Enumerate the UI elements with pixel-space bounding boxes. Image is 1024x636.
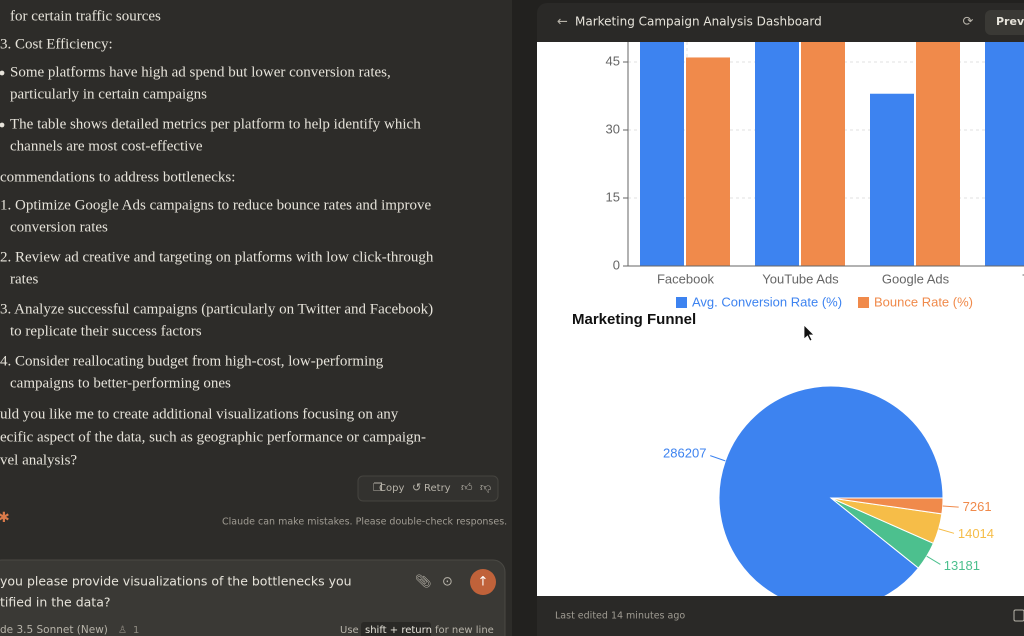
legend-label: Bounce Rate (%)	[874, 294, 973, 309]
bar	[985, 42, 1024, 267]
message-line: to replicate their success factors	[10, 323, 202, 339]
chat-panel	[0, 0, 512, 636]
cursor	[803, 324, 815, 342]
y-tick-label: 45	[606, 53, 620, 68]
leader-line	[938, 528, 955, 534]
thumbs-down[interactable]: 👎︎	[480, 481, 491, 494]
leader-line	[926, 555, 941, 565]
y-tick-label: 15	[606, 189, 620, 204]
copy-code-icon[interactable]	[1013, 609, 1024, 622]
hint: Use	[340, 625, 359, 636]
bar	[801, 42, 845, 266]
send-icon[interactable]: ↑	[478, 575, 489, 590]
user-icon: ♙	[118, 625, 127, 636]
retry-icon[interactable]: ↺	[412, 481, 421, 494]
bar	[916, 42, 960, 266]
message-line: for certain traffic sources	[10, 8, 161, 24]
data-label: 13181	[944, 558, 980, 573]
message-line: 3. Analyze successful campaigns (particu…	[0, 301, 433, 317]
send-button[interactable]	[470, 569, 496, 595]
input-text[interactable]: you please provide visualizations of the…	[0, 574, 352, 589]
key-badge	[361, 622, 431, 636]
x-tick-label: Facebook	[657, 271, 715, 286]
x-tick-label: Tw	[1022, 271, 1024, 286]
legend-swatch	[858, 297, 869, 308]
y-tick-label: 0	[613, 257, 620, 272]
copy-icon[interactable]: ❐	[373, 481, 383, 494]
x-tick-label: Google Ads	[882, 271, 950, 286]
y-tick-label: 30	[606, 121, 620, 136]
preview-toggle[interactable]	[985, 10, 1024, 35]
message-line: commendations to address bottlenecks:	[0, 169, 235, 185]
message-line: uld you like me to create additional vis…	[0, 406, 399, 422]
model-selector[interactable]: de 3.5 Sonnet (New)	[0, 624, 108, 636]
input-text[interactable]: tified in the data?	[0, 595, 111, 610]
back-button[interactable]: ←	[557, 15, 568, 30]
data-label: 14014	[958, 526, 994, 541]
message-line: 4. Consider reallocating budget from hig…	[0, 353, 384, 369]
message-line: 2. Review ad creative and targeting on p…	[0, 249, 434, 265]
legend-swatch	[676, 297, 687, 308]
count: 1	[133, 625, 139, 636]
data-label: 7261	[963, 499, 992, 514]
bullet	[0, 70, 5, 76]
message-line: particularly in certain campaigns	[10, 86, 207, 102]
hint-key: shift + return	[365, 625, 432, 636]
camera-icon[interactable]: ⊙	[442, 575, 453, 590]
preview-title: Marketing Campaign Analysis Dashboard	[575, 15, 822, 29]
leader-line	[942, 505, 959, 508]
bar	[686, 57, 730, 266]
pie-slice	[830, 497, 944, 515]
claude-logo: ✱	[0, 510, 10, 526]
message-line: campaigns to better-performing ones	[10, 375, 231, 391]
legend-label: Avg. Conversion Rate (%)	[692, 294, 842, 309]
bar	[755, 42, 799, 266]
disclaimer: Claude can make mistakes. Please double-…	[222, 517, 507, 528]
retry-button[interactable]: Retry	[424, 483, 451, 494]
bar	[640, 42, 684, 267]
message-line: vel analysis?	[0, 452, 77, 468]
preview-toggle-label[interactable]: Previ	[996, 15, 1024, 28]
refresh-button[interactable]: ⟳	[963, 15, 974, 30]
x-tick-label: YouTube Ads	[762, 271, 839, 286]
chart-title: Marketing Funnel	[572, 311, 696, 328]
message-line: Some platforms have high ad spend but lo…	[10, 64, 391, 80]
message-line: ecific aspect of the data, such as geogr…	[0, 429, 426, 445]
conversation: for certain traffic sources 3. Cost Effic…	[0, 8, 434, 468]
message-line: rates	[10, 271, 38, 287]
input-box[interactable]	[0, 559, 506, 636]
message-actions	[357, 475, 499, 502]
message-line: 3. Cost Efficiency:	[0, 36, 113, 52]
message-line: 1. Optimize Google Ads campaigns to redu…	[0, 197, 431, 213]
bullet	[0, 122, 5, 128]
attach-icon[interactable]: 📎︎	[415, 574, 432, 590]
message-line: channels are most cost-effective	[10, 138, 203, 154]
leader-line	[710, 455, 726, 462]
message-line: The table shows detailed metrics per pla…	[10, 116, 421, 132]
thumbs-up[interactable]: 👍︎	[461, 481, 473, 494]
copy-button[interactable]: Copy	[379, 483, 404, 494]
bar	[870, 93, 914, 266]
message-line: conversion rates	[10, 219, 108, 235]
last-edited: Last edited 14 minutes ago	[555, 611, 685, 622]
hint: for new line	[435, 625, 494, 636]
data-label: 286207	[663, 446, 706, 461]
